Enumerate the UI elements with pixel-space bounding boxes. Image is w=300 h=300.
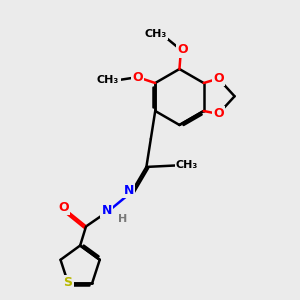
Text: O: O [213, 72, 224, 85]
Text: S: S [64, 276, 73, 289]
Text: O: O [177, 44, 188, 56]
Text: N: N [124, 184, 134, 197]
Text: N: N [101, 204, 112, 217]
Text: CH₃: CH₃ [145, 29, 167, 39]
Text: O: O [213, 107, 224, 120]
Text: O: O [58, 201, 69, 214]
Text: CH₃: CH₃ [97, 75, 119, 85]
Text: O: O [132, 70, 143, 84]
Text: CH₃: CH₃ [176, 160, 198, 170]
Text: H: H [118, 214, 128, 224]
